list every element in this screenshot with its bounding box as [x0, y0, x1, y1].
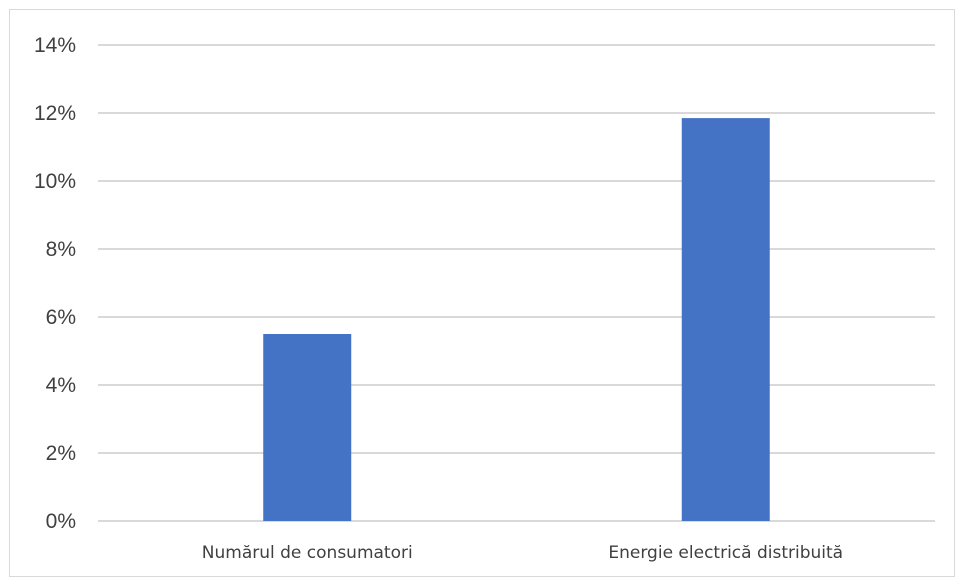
y-tick-label: 4%: [46, 374, 76, 397]
x-category-label: Energie electrică distribuită: [608, 543, 843, 563]
y-tick-label: 2%: [46, 442, 76, 465]
bar: [681, 118, 770, 521]
y-tick-label: 8%: [46, 238, 76, 261]
y-tick-label: 14%: [34, 34, 76, 57]
bar: [263, 334, 352, 521]
y-tick-label: 6%: [46, 306, 76, 329]
chart-frame: [9, 9, 955, 577]
y-tick-label: 12%: [34, 102, 76, 125]
gridlines: [98, 44, 935, 522]
bars: [263, 118, 770, 521]
y-tick-label: 0%: [46, 510, 76, 533]
x-axis-categories: Numărul de consumatori Energie electrică …: [202, 543, 843, 563]
x-category-label: Numărul de consumatori: [202, 543, 413, 563]
y-axis-ticks: 0% 2% 4% 6% 8% 10% 12% 14%: [34, 34, 76, 533]
y-tick-label: 10%: [34, 170, 76, 193]
